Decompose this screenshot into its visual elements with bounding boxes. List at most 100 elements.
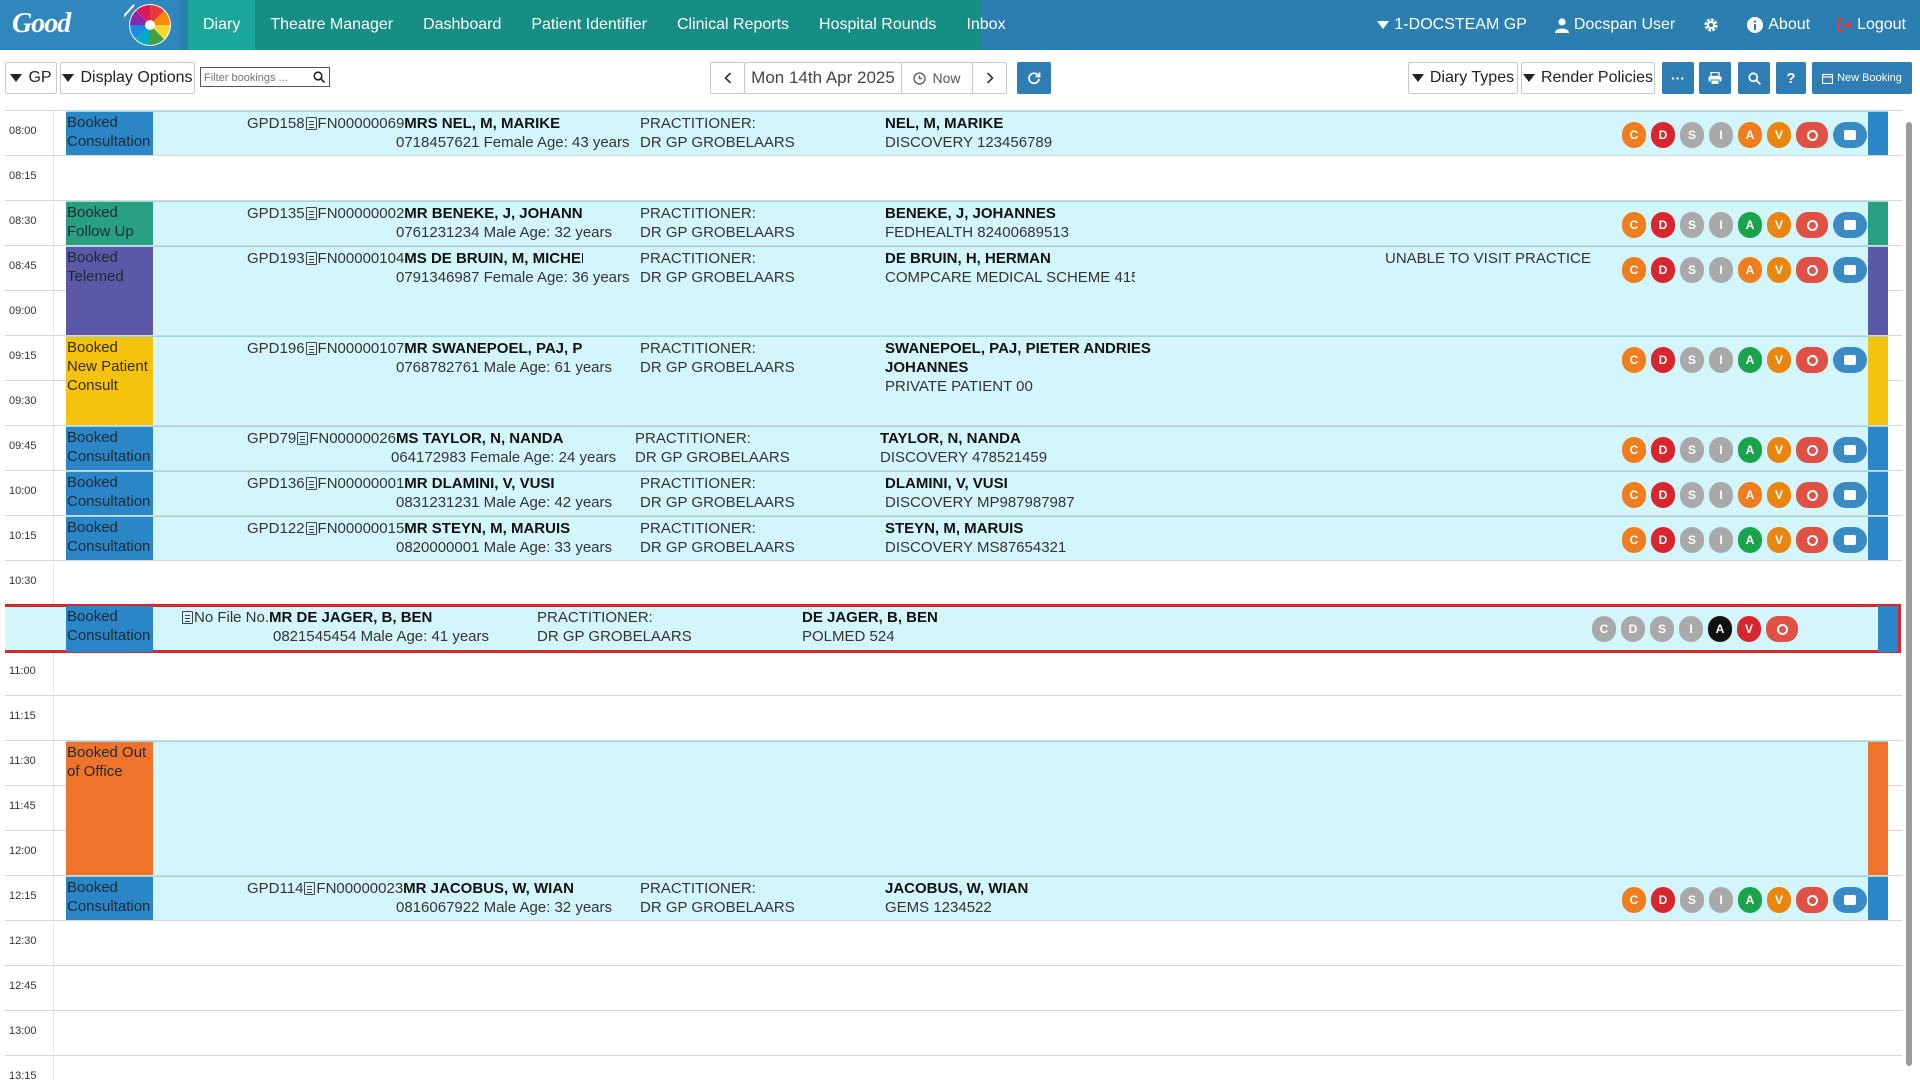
booking-status[interactable]: Booked Consultation (66, 112, 153, 155)
notes-icon[interactable] (1833, 212, 1867, 238)
confirm-status-icon[interactable]: C (1622, 482, 1646, 508)
invoice-status-icon[interactable]: I (1709, 527, 1733, 553)
patient-name[interactable]: MR DLAMINI, V, VUSI (404, 475, 555, 492)
file-icon[interactable] (305, 477, 317, 490)
arrived-status-icon[interactable]: A (1738, 887, 1762, 913)
confirm-status-icon[interactable]: C (1622, 212, 1646, 238)
decline-status-icon[interactable]: D (1651, 437, 1675, 463)
confirm-status-icon[interactable]: C (1592, 616, 1616, 642)
settings-button[interactable] (1703, 17, 1719, 33)
invoice-status-icon[interactable]: I (1709, 482, 1733, 508)
file-icon[interactable] (182, 611, 193, 624)
booking-row[interactable]: Booked Consultation No File No.MR DE JAGE… (5, 604, 1901, 653)
status-status-icon[interactable]: S (1680, 347, 1704, 373)
status-status-icon[interactable]: S (1680, 482, 1704, 508)
arrived-status-icon[interactable]: A (1738, 212, 1762, 238)
print-button[interactable] (1699, 62, 1731, 94)
invoice-status-icon[interactable]: I (1709, 347, 1733, 373)
nav-dashboard[interactable]: Dashboard (423, 16, 502, 33)
confirm-status-icon[interactable]: C (1622, 437, 1646, 463)
search-icon[interactable] (313, 71, 325, 83)
notes-icon[interactable] (1833, 437, 1867, 463)
diary-types-dropdown[interactable]: Diary Types (1408, 62, 1518, 94)
patient-name[interactable]: MR BENEKE, J, JOHANNES (404, 205, 583, 222)
now-button[interactable]: Now (901, 62, 973, 94)
smiley-icon[interactable] (1796, 347, 1828, 373)
file-number[interactable]: FN00000069 (317, 115, 405, 132)
confirm-status-icon[interactable]: C (1622, 122, 1646, 148)
visit-status-icon[interactable]: V (1767, 527, 1791, 553)
notes-icon[interactable] (1833, 347, 1867, 373)
prev-day-button[interactable] (710, 62, 745, 94)
decline-status-icon[interactable]: D (1651, 122, 1675, 148)
arrived-status-icon[interactable]: A (1738, 122, 1762, 148)
patient-name[interactable]: MR STEYN, M, MARUIS (404, 520, 571, 537)
filter-bookings-input[interactable] (201, 69, 309, 87)
file-number[interactable]: FN00000026 (309, 430, 396, 447)
invoice-status-icon[interactable]: I (1679, 616, 1703, 642)
visit-status-icon[interactable]: V (1767, 347, 1791, 373)
file-icon[interactable] (304, 882, 316, 895)
visit-status-icon[interactable]: V (1767, 122, 1791, 148)
booking-status[interactable]: Booked Consultation (66, 427, 153, 470)
nav-diary[interactable]: Diary (188, 0, 256, 50)
nav-theatre-manager[interactable]: Theatre Manager (270, 16, 394, 33)
smiley-icon[interactable] (1796, 482, 1828, 508)
patient-name[interactable]: MR JACOBUS, W, WIAN (403, 880, 574, 897)
decline-status-icon[interactable]: D (1621, 616, 1645, 642)
booking-row[interactable]: Booked Telemed GPD193 FN00000104MS DE BRUI… (66, 246, 1888, 335)
booking-row[interactable]: Booked Out of Office (66, 741, 1888, 875)
booking-row[interactable]: Booked Consultation GPD79 FN00000026MS TAY… (66, 426, 1888, 470)
booking-status[interactable]: Booked Follow Up (66, 202, 153, 245)
arrived-status-icon[interactable]: A (1738, 437, 1762, 463)
arrived-status-icon[interactable]: A (1738, 527, 1762, 553)
booking-row[interactable]: Booked Consultation GPD122 FN00000015MR ST… (66, 516, 1888, 560)
visit-status-icon[interactable]: V (1767, 257, 1791, 283)
booking-row[interactable]: Booked Consultation GPD158 FN00000069MRS N… (66, 111, 1888, 155)
notes-icon[interactable] (1833, 122, 1867, 148)
arrived-status-icon[interactable]: A (1738, 257, 1762, 283)
file-number[interactable]: FN00000002 (317, 205, 405, 222)
about-link[interactable]: About (1747, 16, 1810, 34)
status-status-icon[interactable]: S (1680, 257, 1704, 283)
next-day-button[interactable] (972, 62, 1007, 94)
goodx-logo[interactable]: Good (0, 0, 180, 50)
invoice-status-icon[interactable]: I (1709, 212, 1733, 238)
booking-status[interactable]: Booked Consultation (66, 472, 153, 515)
status-status-icon[interactable]: S (1680, 212, 1704, 238)
booking-status[interactable]: Booked Out of Office (66, 742, 153, 875)
nav-patient-identifier[interactable]: Patient Identifier (531, 16, 647, 33)
booking-status[interactable]: Booked New Patient Consult (66, 337, 153, 425)
smiley-icon[interactable] (1796, 527, 1828, 553)
arrived-status-icon[interactable]: A (1738, 347, 1762, 373)
booking-row[interactable]: Booked Consultation GPD136 FN00000001MR DL… (66, 471, 1888, 515)
decline-status-icon[interactable]: D (1651, 347, 1675, 373)
visit-status-icon[interactable]: V (1767, 482, 1791, 508)
file-icon[interactable] (305, 252, 317, 265)
invoice-status-icon[interactable]: I (1709, 122, 1733, 148)
file-number[interactable]: FN00000104 (317, 250, 405, 267)
file-icon[interactable] (297, 432, 309, 445)
file-number[interactable]: No File No. (194, 609, 270, 626)
status-status-icon[interactable]: S (1680, 122, 1704, 148)
invoice-status-icon[interactable]: I (1709, 257, 1733, 283)
arrived-status-icon[interactable]: A (1708, 616, 1732, 642)
notes-icon[interactable] (1833, 257, 1867, 283)
confirm-status-icon[interactable]: C (1622, 257, 1646, 283)
scrollbar-thumb[interactable] (1906, 122, 1912, 1066)
new-booking-button[interactable]: New Booking (1812, 62, 1912, 94)
patient-name[interactable]: MS DE BRUIN, M, MICHELLE (404, 250, 583, 267)
display-options-dropdown[interactable]: Display Options (60, 62, 195, 94)
invoice-status-icon[interactable]: I (1709, 437, 1733, 463)
status-status-icon[interactable]: S (1680, 887, 1704, 913)
render-policies-dropdown[interactable]: Render Policies (1521, 62, 1655, 94)
visit-status-icon[interactable]: V (1737, 616, 1761, 642)
booking-status[interactable]: Booked Consultation (66, 877, 153, 920)
notes-icon[interactable] (1833, 482, 1867, 508)
file-icon[interactable] (305, 117, 317, 130)
refresh-button[interactable] (1017, 62, 1051, 94)
vertical-scrollbar[interactable] (1904, 110, 1914, 1080)
file-number[interactable]: FN00000015 (317, 520, 405, 537)
status-status-icon[interactable]: S (1650, 616, 1674, 642)
help-button[interactable]: ? (1776, 62, 1806, 94)
